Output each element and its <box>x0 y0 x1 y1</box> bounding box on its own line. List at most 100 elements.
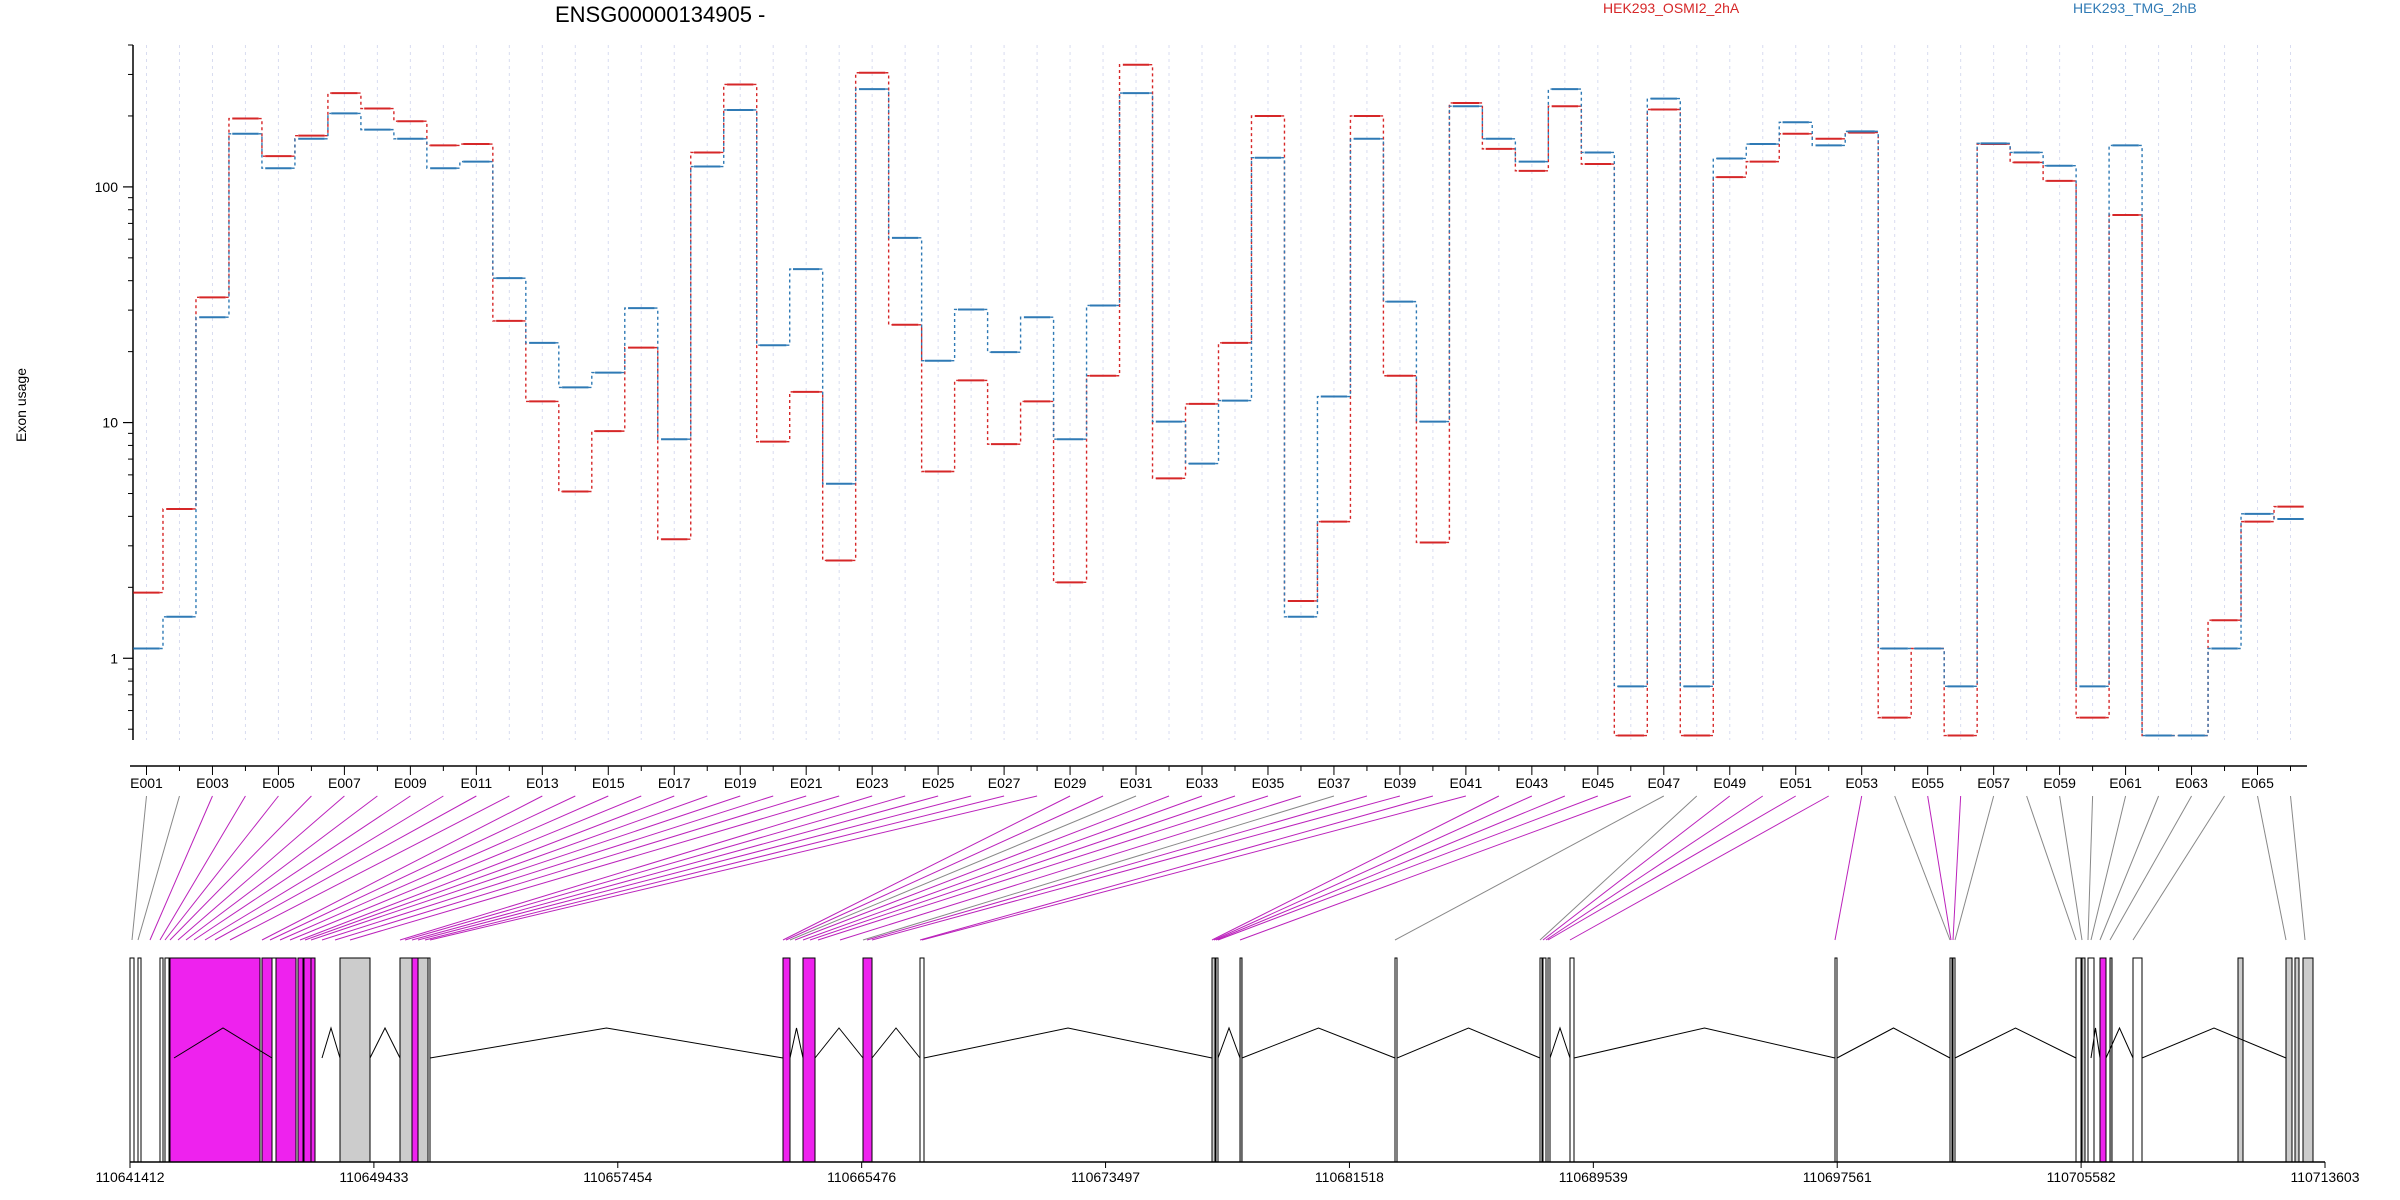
exon-block <box>275 957 297 1163</box>
series-connector <box>1149 92 1156 423</box>
connector-line <box>269 795 576 941</box>
y-tick-label: 100 <box>95 179 119 195</box>
connector-line <box>1547 795 1796 941</box>
series-connector <box>258 133 266 169</box>
exon-block <box>417 957 429 1163</box>
series-connector <box>786 391 793 443</box>
series-connector <box>918 237 925 362</box>
genomic-tick-label: 110705582 <box>2047 1169 2116 1185</box>
connector-line <box>137 795 180 941</box>
intron-line <box>1241 1027 1396 1059</box>
exon-block <box>2294 957 2300 1163</box>
series-connector <box>2006 142 2014 154</box>
series-connector <box>1116 63 1123 377</box>
connector-line <box>789 795 1137 941</box>
exon-block <box>169 957 261 1163</box>
y-tick-label: 1 <box>110 650 118 666</box>
genomic-tick-label: 110657454 <box>583 1169 652 1185</box>
intron-line <box>321 1026 341 1059</box>
series-connector <box>357 92 365 110</box>
connector-line <box>229 795 510 941</box>
intron-line <box>2105 1026 2134 1059</box>
x-tick-label: E025 <box>922 775 955 791</box>
exon-block <box>802 957 816 1163</box>
intron-line <box>429 1027 784 1059</box>
series-connector <box>2138 144 2146 737</box>
connector-line <box>299 795 675 941</box>
series-connector <box>1413 375 1420 544</box>
series-connector <box>1545 88 1552 163</box>
intron-line <box>1217 1026 1241 1059</box>
connector-line <box>304 795 708 941</box>
series-connector <box>1314 395 1321 618</box>
exon-block <box>1211 957 1216 1163</box>
series-connector <box>2072 180 2080 719</box>
x-tick-label: E001 <box>130 775 163 791</box>
x-tick-label: E045 <box>1581 775 1614 791</box>
x-tick-label: E035 <box>1252 775 1285 791</box>
series-connector <box>522 277 530 344</box>
series-connector <box>1775 121 1783 145</box>
genomic-tick-label: 110641412 <box>95 1169 164 1185</box>
exon-block <box>2081 957 2086 1163</box>
series-connector <box>1479 102 1486 150</box>
series-connector <box>1083 304 1090 440</box>
x-tick-label: E043 <box>1516 775 1549 791</box>
series-connector <box>555 342 563 389</box>
connector-line <box>1952 795 1962 941</box>
series-connector <box>654 346 662 540</box>
connector-line <box>2132 795 2225 941</box>
x-tick-label: E021 <box>790 775 823 791</box>
connector-line <box>782 795 1071 941</box>
series-connector <box>819 268 826 485</box>
x-tick-label: E049 <box>1713 775 1746 791</box>
series-connector <box>852 88 859 485</box>
series-connector <box>984 379 991 445</box>
exon-block <box>164 957 170 1163</box>
genomic-tick-label: 110689539 <box>1559 1169 1628 1185</box>
exon-block <box>310 957 316 1163</box>
connector-line <box>2026 795 2077 941</box>
exon-block <box>2237 957 2244 1163</box>
connector-line <box>862 795 1335 941</box>
series-connector <box>1676 108 1684 737</box>
connector-line <box>177 795 345 941</box>
connector-line <box>289 795 642 941</box>
intron-line <box>789 1027 804 1059</box>
x-tick-label: E055 <box>1911 775 1944 791</box>
series-connector <box>951 379 958 473</box>
series-connector <box>522 320 530 403</box>
connector-line <box>279 795 609 941</box>
x-tick-label: E037 <box>1318 775 1351 791</box>
series-connector <box>1940 647 1948 688</box>
connector-line <box>1545 795 1764 941</box>
x-tick-label: E039 <box>1384 775 1417 791</box>
series-connector <box>1742 143 1750 160</box>
connector-line <box>794 795 1170 941</box>
connector-line <box>429 795 1038 941</box>
connector-line <box>1894 795 1951 941</box>
exon-block <box>411 957 419 1163</box>
series-connector <box>786 268 793 346</box>
series-connector <box>225 117 233 299</box>
x-tick-label: E051 <box>1779 775 1812 791</box>
intron-line <box>923 1027 1213 1059</box>
exon-block <box>782 957 791 1163</box>
connector-line <box>417 795 972 941</box>
connector-line <box>321 795 774 941</box>
connector-line <box>1217 795 1599 941</box>
series-connector <box>390 128 398 140</box>
exon-block <box>2075 957 2082 1163</box>
connector-line <box>817 795 1269 941</box>
x-tick-label: E029 <box>1054 775 1087 791</box>
series-connector <box>687 165 695 440</box>
x-tick-label: E007 <box>328 775 361 791</box>
series-connector <box>885 72 892 326</box>
exon-block <box>261 957 273 1163</box>
series-connector <box>390 107 398 122</box>
exon-block <box>297 957 304 1163</box>
intron-line <box>1549 1026 1571 1059</box>
connector-line <box>1539 795 1698 941</box>
series-connector <box>1644 108 1651 737</box>
connector-line <box>871 795 1401 941</box>
